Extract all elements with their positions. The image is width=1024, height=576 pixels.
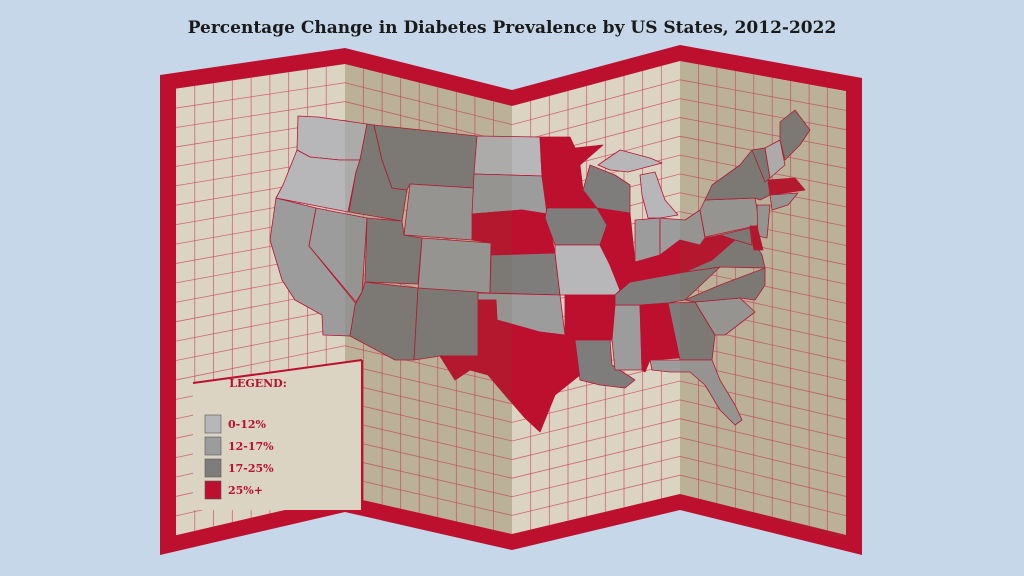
state-in[interactable] [634,217,661,263]
legend-label: 25%+ [228,484,263,497]
state-ia[interactable] [544,207,608,246]
state-la[interactable] [574,339,636,389]
state-md[interactable] [719,227,753,246]
legend-title: LEGEND: [229,377,287,390]
state-ms[interactable] [611,304,643,371]
legend-box [193,360,362,510]
state-ct[interactable] [769,192,799,211]
fold-shading [345,61,846,539]
state-mi[interactable] [639,171,679,219]
state-ar[interactable] [564,294,616,341]
state-mi[interactable] [597,149,663,173]
legend-swatch [204,414,222,434]
state-wi[interactable] [582,164,631,214]
state-nj[interactable] [756,204,771,239]
state-tx[interactable] [439,299,581,433]
state-fl[interactable] [649,359,743,426]
legend: LEGEND: 0-12% 12-17% 17-25% 25%+ [192,359,363,510]
us-states [269,109,811,433]
state-ma[interactable] [767,177,806,196]
fold-shadow [345,64,512,534]
map-title: Percentage Change in Diabetes Prevalence… [187,18,837,38]
legend-label: 12-17% [228,440,274,453]
legend-swatch [204,436,222,456]
legend-label: 0-12% [228,418,267,431]
state-nh[interactable] [764,139,786,179]
state-de[interactable] [749,225,764,251]
state-nc[interactable] [684,267,766,303]
legend-swatch [204,458,222,478]
state-ga[interactable] [667,301,716,361]
fold-shadow [680,61,846,539]
state-me[interactable] [779,109,811,161]
legend-swatch [204,480,222,500]
state-mn[interactable] [539,136,604,209]
legend-label: 17-25% [228,462,274,475]
